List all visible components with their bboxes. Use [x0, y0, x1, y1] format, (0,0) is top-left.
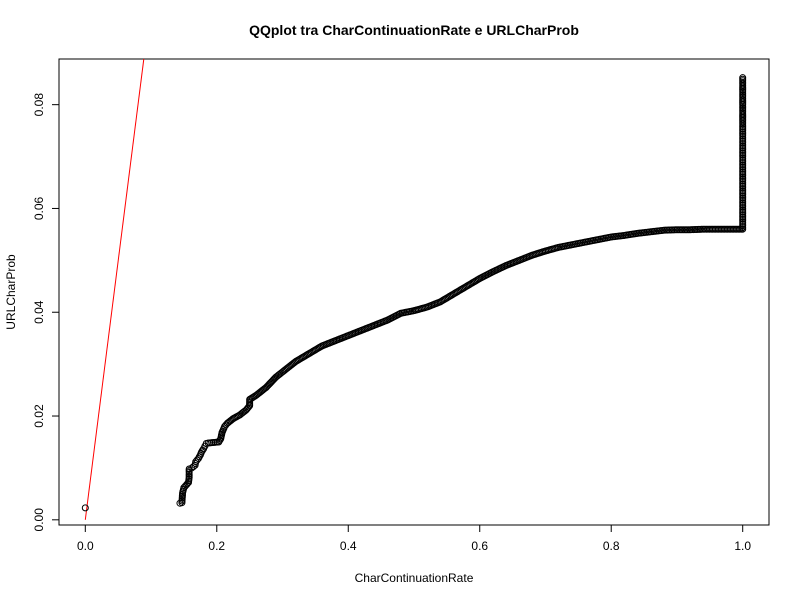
x-tick-label: 0.0: [77, 539, 94, 553]
y-tick-label: 0.06: [32, 196, 46, 220]
points-layer: [81, 74, 747, 512]
y-axis: 0.00 0.02 0.04 0.06 0.08: [32, 93, 60, 532]
y-tick-label: 0.04: [32, 300, 46, 324]
y-tick-label: 0.08: [32, 93, 46, 117]
x-tick-label: 0.6: [471, 539, 488, 553]
data-point: [241, 407, 249, 415]
data-point: [216, 436, 224, 444]
x-tick-label: 1.0: [734, 539, 751, 553]
y-tick-label: 0.02: [32, 404, 46, 428]
x-tick-label: 0.8: [603, 539, 620, 553]
data-point: [199, 446, 207, 454]
x-tick-label: 0.4: [340, 539, 357, 553]
y-tick-label: 0.00: [32, 508, 46, 532]
x-axis: 0.0 0.2 0.4 0.6 0.8 1.0: [77, 524, 751, 553]
chart-title: QQplot tra CharContinuationRate e URLCha…: [249, 22, 579, 38]
y-axis-label: URLCharProb: [4, 254, 18, 330]
reference-line-layer: [84, 58, 145, 520]
data-point: [739, 74, 747, 82]
plot-frame: [58, 58, 770, 526]
reference-line: [84, 58, 145, 520]
x-tick-label: 0.2: [208, 539, 225, 553]
x-axis-label: CharContinuationRate: [355, 571, 474, 585]
data-point: [81, 504, 89, 512]
